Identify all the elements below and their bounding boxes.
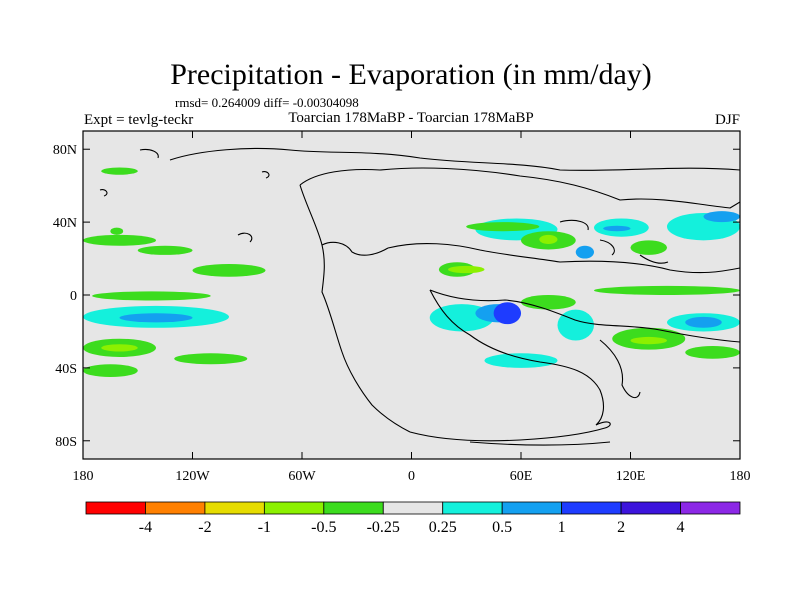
anomaly-patch-8 (83, 364, 138, 377)
legend-swatch-3 (263, 501, 325, 515)
coastlines (99, 147, 740, 446)
legend-label-0: -4 (139, 519, 152, 536)
legend-swatch-7 (501, 501, 563, 515)
anomaly-patch-10 (101, 167, 138, 175)
legend-swatch-4 (323, 501, 384, 515)
coastline-west-pangaea (299, 184, 411, 433)
coastline-arctic-rim (169, 147, 740, 171)
legend-swatch-6 (442, 501, 503, 515)
x-tick-label-1: 120W (175, 469, 210, 484)
anomaly-patch-33 (685, 346, 740, 359)
legend-label-7: 1 (558, 519, 566, 536)
coastline-antarctic-shelf (469, 441, 611, 446)
anomaly-patch-2 (192, 264, 266, 277)
anomaly-patch-13 (448, 265, 485, 274)
anomaly-patch-19 (603, 225, 631, 232)
coastline-tethys-north (387, 242, 740, 274)
y-tick-label-4: 80S (55, 435, 77, 450)
axes: 180 120W 60W 0 60E 120E 180 80N 40N 0 40S 80S (53, 131, 751, 484)
anomaly-patch-32 (630, 336, 667, 345)
season-label: DJF (715, 112, 740, 128)
coastline-west-islands (99, 148, 270, 243)
anomaly-layer (83, 167, 740, 377)
legend-swatch-9 (620, 501, 681, 515)
x-tick-label-4: 60E (510, 469, 533, 484)
anomaly-patch-30 (685, 316, 722, 328)
anomaly-patch-34 (484, 353, 558, 368)
y-tick-label-2: 0 (70, 289, 77, 304)
experiment-label: Expt = tevlg-teckr (84, 112, 193, 128)
anomaly-patch-17 (575, 245, 594, 259)
legend-swatch-0 (85, 501, 146, 515)
coastline-pangaea-north (299, 167, 740, 209)
anomaly-patch-35 (466, 222, 540, 232)
x-tick-label-6: 180 (730, 469, 751, 484)
anomaly-patch-1 (137, 245, 193, 255)
legend-label-3: -0.5 (311, 519, 336, 536)
coastline-east-islands (559, 219, 669, 264)
x-tick-label-0: 180 (73, 469, 94, 484)
legend-label-2: -1 (258, 519, 271, 536)
legend-label-4: -0.25 (367, 519, 400, 536)
coastline-north-bay (321, 241, 389, 256)
x-tick-label-5: 120E (616, 469, 646, 484)
anomaly-patch-11 (110, 227, 124, 235)
coastline-south-pangaea (409, 421, 611, 442)
x-tick-label-2: 60W (288, 469, 316, 484)
anomaly-patch-26 (521, 295, 576, 310)
legend-label-1: -2 (198, 519, 211, 536)
period-label: Toarcian 178MaBP - Toarcian 178MaBP (288, 110, 533, 126)
anomaly-patch-16 (539, 234, 558, 244)
anomaly-patch-3 (92, 291, 211, 301)
anomaly-patch-0 (83, 234, 156, 246)
y-tick-label-3: 40S (55, 362, 77, 377)
legend-swatch-5 (382, 501, 444, 515)
legend-label-9: 4 (677, 519, 685, 536)
legend-swatch-8 (561, 501, 622, 515)
anomaly-patch-22 (703, 211, 740, 223)
anomaly-patch-5 (119, 313, 193, 323)
stats-label: rmsd= 0.264009 diff= -0.00304098 (175, 95, 359, 110)
coastline-tethys-south (429, 289, 740, 343)
legend-swatch-2 (204, 501, 265, 515)
legend-swatch-10 (680, 501, 741, 515)
legend-swatch-1 (145, 501, 206, 515)
coastline-southeast-margin (599, 339, 641, 399)
anomaly-patch-25 (493, 302, 521, 325)
legend-label-5: 0.25 (429, 519, 457, 536)
anomaly-patch-7 (101, 344, 138, 352)
legend-label-8: 2 (617, 519, 625, 536)
x-tick-label-3: 0 (408, 469, 415, 484)
y-tick-label-0: 80N (53, 143, 77, 158)
anomaly-patch-28 (594, 285, 740, 296)
anomaly-patch-9 (174, 353, 248, 365)
anomaly-patch-27 (557, 309, 594, 341)
legend: -4 -2 -1 -0.5 -0.25 0.25 0.5 1 2 4 (85, 501, 741, 536)
chart-title: Precipitation - Evaporation (in mm/day) (170, 58, 652, 91)
anomaly-patch-20 (630, 240, 667, 255)
legend-label-6: 0.5 (492, 519, 512, 536)
y-tick-label-1: 40N (53, 216, 77, 231)
coastline-gondwana-interior (429, 289, 605, 426)
